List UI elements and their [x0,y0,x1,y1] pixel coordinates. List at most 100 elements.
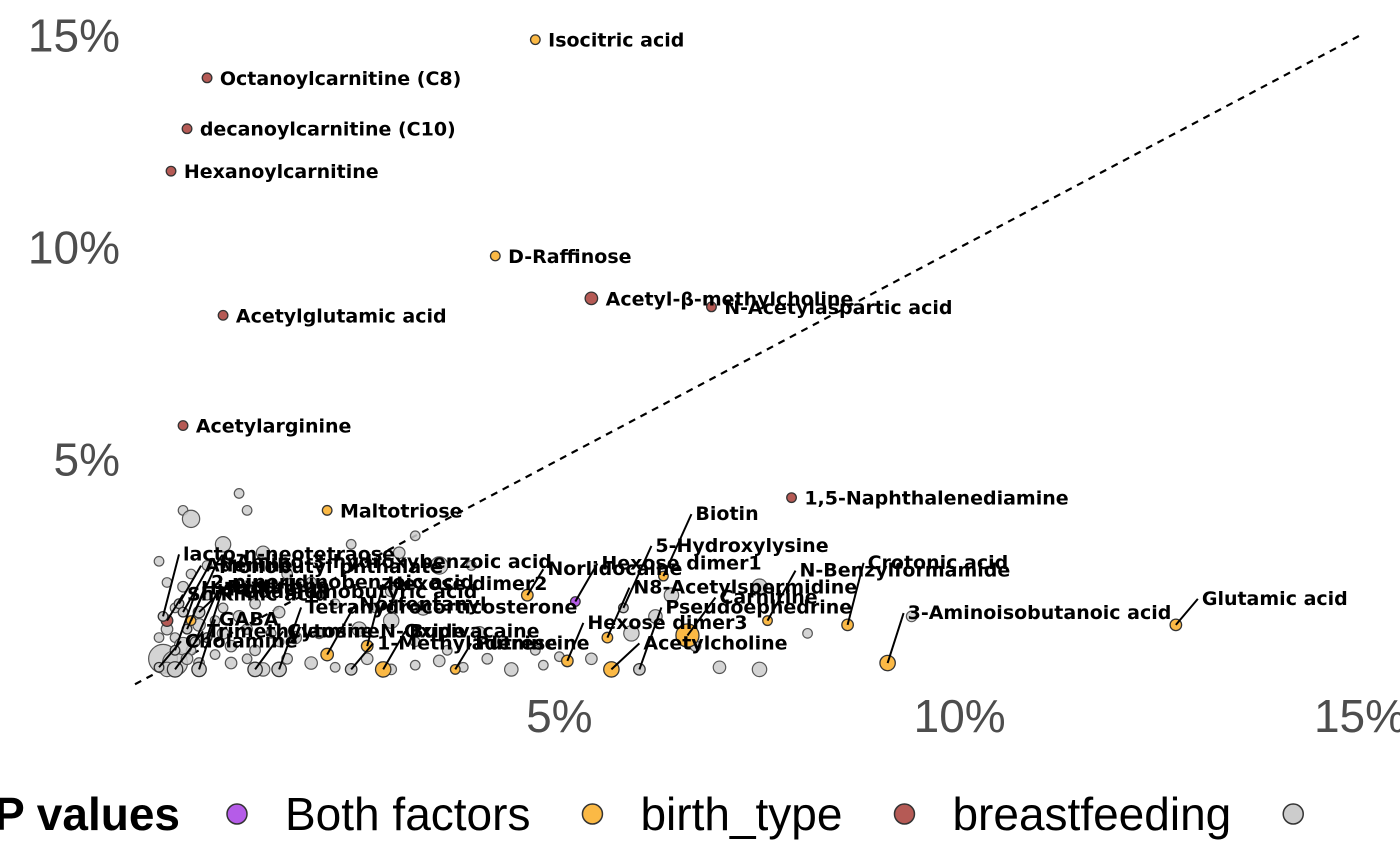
data-point [265,627,277,639]
data-point [623,625,640,642]
point-label-hexose-dimer1: Hexose dimer1 [601,553,761,575]
data-point [345,538,357,550]
data-point [232,610,246,623]
data-point-acetylglutamic-acid [217,309,229,321]
data-point [481,652,494,665]
leader-line-monobutyl-phthalate [186,566,216,630]
data-point [351,621,367,637]
leader-line-hexose-dimer3 [566,622,585,662]
data-point [329,598,341,610]
point-label-acetylglutamic-acid: Acetylglutamic acid [236,305,447,327]
data-point [313,627,326,640]
data-point [241,653,253,665]
leader-line-4-guanidinobutyric-acid [194,591,218,643]
data-point-n-acetylaspartic-acid [706,301,717,313]
leader-line-putrescine [454,642,473,670]
leader-line-biotin [662,513,693,577]
data-point-decanoylcarnitine-c10 [181,123,193,135]
data-point [153,632,165,643]
point-label-histidine: Histidine [201,577,297,599]
point-label-hexose-dimer3: Hexose dimer3 [587,612,747,634]
leader-line-adenine [178,565,202,605]
leader-line-3-aminoisobutanoic-acid [886,612,905,664]
data-point [241,504,253,516]
leader-lines-layer [158,513,1199,671]
data-point [712,660,727,675]
point-label-n8-acetylspermidine: N8-Acetylspermidine [633,577,857,599]
leader-line-trimethylamine-n-oxide [174,630,204,670]
leader-line-carnitine [686,596,717,637]
leader-line-gaba [198,619,217,670]
data-point [241,623,253,635]
point-label-gaba: GABA [219,608,279,630]
leader-line-n8-acetylspermidine [606,587,631,638]
data-point [153,555,165,567]
point-label-lacto-n-neotetraose: lacto-n-neotetraose [183,543,395,565]
point-label-bupivacaine: Bupivacaine [409,620,539,642]
data-point [430,556,449,575]
data-point-1-5-naphthalenediamine [786,492,797,504]
legend-label-both-factors: Both factors [285,788,530,840]
point-label-4-amino-3-hydroxybenzoic-acid: 4-Amino-3-hydroxybenzoic acid [215,551,552,573]
leader-line-cholamine [158,640,182,668]
y-tick-label: 15% [28,9,120,61]
data-point [537,659,549,671]
data-point-hexanoylcarnitine [165,165,177,177]
data-point [249,597,261,610]
data-point [503,662,519,677]
data-point [181,509,201,529]
leader-line-shikimic-acid [166,594,184,622]
reference-line-layer [134,34,1361,686]
point-label-acetylcholine: Acetylcholine [643,632,787,654]
point-label-monobutyl-phthalate: Monobutyl phthalate [219,556,443,578]
point-label-norfentanyl: Norfentanyl [359,594,486,616]
point-label-carnitine: Carnitine [719,586,817,608]
legend: P values Both factors birth_type breastfee… [0,788,1304,840]
data-point [409,636,421,648]
point-label-crotonic-acid: Crotonic acid [868,552,1009,574]
data-point [415,600,432,616]
data-point [281,568,294,580]
data-point [802,627,813,639]
data-point [305,576,318,589]
point-label-cytosine: Cytosine [287,620,380,642]
legend-key-other [1282,803,1304,825]
data-point [329,661,341,673]
leader-line-acetylcholine [610,642,641,671]
leader-line-tetrahydrocorticosterone [278,607,303,670]
point-label-n-benzylformamide: N-Benzylformamide [800,560,1011,582]
point-labels-layer: Isocitric acid Octanoylcarnitine (C8) deca… [183,30,1348,655]
point-label-cholamine: Cholamine [185,630,298,652]
reference-diagonal-line [134,34,1361,686]
x-tick-label: 15% [1314,690,1400,742]
point-label-hexanoylcarnitine: Hexanoylcarnitine [184,161,379,183]
data-point [255,545,271,561]
data-point-tetrahydrocorticosterone [271,661,287,678]
leader-line-cytosine [254,630,284,670]
leader-line-proline [206,587,225,638]
point-label-citrulline: Citrulline [231,575,329,597]
data-point [409,659,421,671]
y-axis-ticks: 5% 10% 15% [28,9,120,485]
data-point [751,661,768,678]
data-point [382,612,400,629]
data-point-acetyl-methylcholine [584,291,599,306]
point-label-hexose-dimer2: Hexose dimer2 [387,573,547,595]
x-axis-ticks: 5% 10% 15% [526,690,1400,742]
y-tick-label: 5% [54,433,120,485]
data-point [216,626,230,640]
point-label-4-guanidinobutyric-acid: 4-Guanidinobutyric acid [221,581,477,603]
leader-line-n-benzylformamide [766,570,797,622]
data-point [249,644,261,657]
leader-line-crotonic-acid [846,562,865,626]
point-label-norlidocaine: Norlidocaine [547,558,682,580]
data-point-maltotriose [321,504,333,516]
point-label-adenine: Adenine [205,555,293,577]
data-point [441,644,453,656]
leader-line-5-hydroxylysine [622,545,653,609]
data-point [384,584,398,598]
legend-key-birth-type [581,803,604,825]
data-point [751,578,768,595]
point-label-5-hydroxylysine: 5-Hydroxylysine [655,535,828,557]
